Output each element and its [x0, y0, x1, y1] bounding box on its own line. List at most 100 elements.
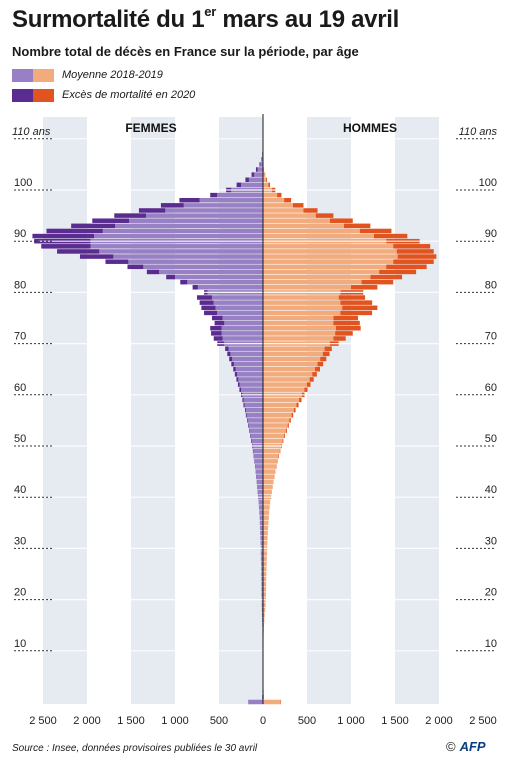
men-excess-bar — [333, 315, 359, 321]
women-excess-bar — [247, 418, 249, 423]
women-average-bar — [233, 361, 263, 367]
women-excess-bar — [213, 336, 223, 341]
women-excess-bar — [250, 433, 251, 439]
women-excess-bar — [239, 387, 241, 392]
women-excess-bar — [248, 423, 249, 428]
men-excess-bar — [359, 228, 392, 234]
men-average-bar — [263, 264, 387, 270]
men-average-bar — [263, 607, 266, 613]
men-average-bar — [263, 464, 277, 469]
background-band — [307, 117, 351, 704]
men-excess-bar — [277, 192, 282, 198]
men-excess-bar — [307, 382, 311, 387]
men-average-bar — [263, 274, 371, 280]
women-excess-bar — [114, 213, 146, 218]
men-excess-bar — [333, 320, 360, 326]
men-average-bar — [263, 541, 268, 546]
women-average-bar — [260, 541, 263, 546]
background-band — [43, 117, 87, 704]
source-note: Source : Insee, données provisoires publ… — [12, 743, 258, 754]
women-average-bar — [260, 535, 263, 541]
women-excess-bar — [210, 192, 218, 198]
women-average-bar — [260, 525, 263, 531]
x-tick-label: 500 — [298, 715, 316, 727]
men-average-bar — [263, 423, 288, 428]
men-average-bar — [263, 515, 269, 520]
men-average-bar — [263, 177, 267, 183]
women-average-bar — [221, 325, 263, 331]
women-average-bar — [255, 469, 263, 474]
men-average-bar — [263, 259, 394, 264]
men-excess-bar — [312, 372, 317, 377]
men-average-bar — [263, 500, 271, 505]
men-excess-bar — [338, 295, 366, 300]
x-tick-label: 2 000 — [425, 715, 453, 727]
men-average-bar — [263, 592, 266, 597]
copyright-symbol: © — [446, 739, 456, 754]
men-average-bar — [263, 203, 293, 208]
men-excess-bar — [296, 402, 299, 408]
women-average-bar — [261, 581, 263, 587]
afp-logo: AFP — [459, 739, 486, 754]
women-excess-bar — [46, 228, 103, 234]
men-average-bar — [263, 489, 272, 495]
men-excess-bar — [393, 259, 434, 264]
men-excess-bar — [292, 203, 304, 208]
women-excess-bar — [255, 167, 258, 172]
women-average-bar — [248, 423, 263, 428]
women-average-bar — [251, 438, 263, 444]
chart-title: Surmortalité du 1er mars au 19 avril — [12, 4, 400, 33]
legend-item-average: Moyenne 2018-2019 — [12, 66, 195, 84]
women-average-bar — [145, 213, 263, 218]
men-average-bar — [263, 587, 267, 592]
men-excess-bar — [320, 356, 327, 362]
women-average-bar — [211, 295, 263, 300]
men-average-bar — [263, 699, 281, 705]
women-average-bar — [113, 254, 264, 259]
women-excess-bar — [245, 413, 247, 418]
women-average-bar — [261, 612, 263, 618]
women-excess-bar — [201, 305, 216, 311]
men-average-bar — [263, 254, 398, 259]
men-excess-bar — [340, 300, 373, 305]
women-excess-bar — [259, 162, 261, 167]
age-label-right: 90 — [485, 228, 497, 240]
men-excess-bar — [315, 213, 334, 218]
women-average-bar — [260, 556, 263, 561]
men-average-bar — [263, 581, 267, 587]
legend-swatch-women-excess — [12, 88, 33, 102]
age-label-right: 10 — [485, 638, 497, 650]
women-excess-bar — [166, 274, 175, 280]
women-average-bar — [256, 474, 263, 479]
women-average-bar — [260, 162, 263, 167]
men-average-bar — [263, 295, 339, 300]
women-excess-bar — [138, 208, 166, 213]
women-excess-bar — [92, 218, 130, 223]
men-average-bar — [263, 213, 316, 218]
men-average-bar — [263, 366, 315, 372]
men-excess-bar — [373, 233, 408, 239]
women-average-bar — [254, 172, 263, 177]
men-average-bar — [263, 469, 275, 474]
men-average-bar — [263, 438, 283, 444]
men-average-bar — [263, 407, 294, 413]
age-label-left: 50 — [14, 433, 26, 445]
women-excess-bar — [180, 279, 188, 285]
women-average-bar — [90, 244, 264, 249]
age-label-left: 100 — [14, 177, 32, 189]
legend-label-average: Moyenne 2018-2019 — [62, 69, 163, 81]
background-band — [395, 117, 439, 704]
legend-item-excess: Excès de mortalité en 2020 — [12, 86, 195, 104]
women-average-bar — [250, 433, 263, 439]
women-excess-bar — [211, 331, 222, 336]
men-average-bar — [263, 479, 274, 485]
women-average-bar — [257, 489, 263, 495]
women-average-bar — [244, 402, 263, 408]
men-average-bar — [263, 197, 285, 203]
age-label-right: 110 ans — [459, 126, 498, 138]
men-average-bar — [263, 433, 285, 439]
men-excess-bar — [324, 346, 332, 351]
women-average-bar — [238, 377, 263, 382]
women-excess-bar — [242, 397, 244, 403]
women-excess-bar — [199, 300, 214, 305]
